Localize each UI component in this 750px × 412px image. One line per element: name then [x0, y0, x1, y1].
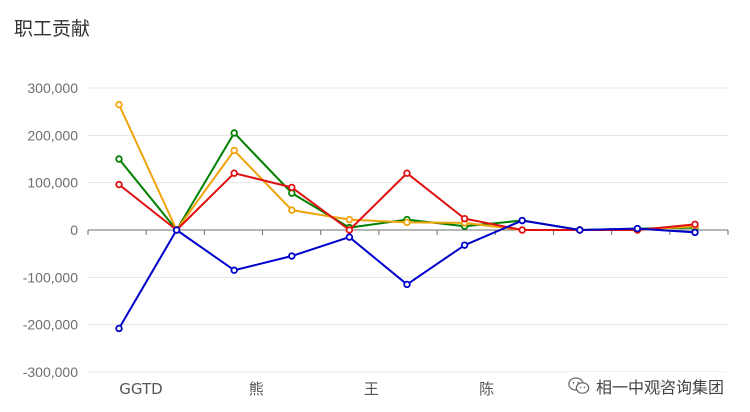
- data-point[interactable]: [115, 100, 123, 109]
- y-tick-label: -300,000: [23, 364, 78, 380]
- data-point[interactable]: [518, 216, 526, 225]
- data-point[interactable]: [460, 241, 469, 249]
- series-lines: [115, 100, 699, 333]
- data-point[interactable]: [115, 324, 123, 333]
- data-point[interactable]: [288, 189, 296, 197]
- data-point[interactable]: [345, 215, 354, 224]
- y-tick-label: 0: [70, 222, 78, 238]
- x-tick-label: 王: [364, 380, 379, 398]
- data-point[interactable]: [576, 226, 584, 234]
- series-1: [115, 129, 699, 234]
- grid-lines: [88, 87, 728, 373]
- series-4: [115, 216, 699, 333]
- watermark: 相一中观咨询集团: [563, 372, 728, 400]
- series-2: [115, 100, 699, 234]
- y-axis-tick-labels: 300,000 200,000 100,000 0 -100,000 -200,000 -3…: [23, 80, 78, 380]
- data-point[interactable]: [345, 226, 354, 234]
- series-line: [118, 219, 696, 329]
- y-tick-label: 200,000: [27, 127, 78, 143]
- x-tick-label: GGTD: [119, 380, 162, 398]
- data-point[interactable]: [230, 169, 238, 177]
- data-point[interactable]: [288, 183, 296, 192]
- data-point[interactable]: [691, 228, 699, 237]
- data-point[interactable]: [230, 266, 238, 274]
- data-point[interactable]: [691, 220, 699, 229]
- data-point[interactable]: [345, 233, 354, 241]
- data-point[interactable]: [288, 206, 296, 214]
- data-point[interactable]: [115, 180, 123, 189]
- y-tick-label: -100,000: [23, 269, 78, 285]
- wechat-icon: [568, 377, 590, 394]
- series-line: [118, 131, 696, 231]
- data-point[interactable]: [230, 129, 238, 137]
- data-point[interactable]: [633, 224, 642, 233]
- y-tick-label: 100,000: [27, 175, 78, 191]
- data-point[interactable]: [403, 280, 411, 289]
- series-line: [118, 104, 696, 231]
- data-point[interactable]: [115, 155, 123, 163]
- y-tick-label: 300,000: [27, 80, 78, 96]
- y-tick-label: -200,000: [23, 317, 78, 333]
- watermark-text: 相一中观咨询集团: [595, 378, 724, 397]
- data-point[interactable]: [460, 214, 469, 223]
- data-point[interactable]: [288, 252, 296, 260]
- x-tick-label: 陈: [479, 380, 494, 398]
- x-tick-label: 熊: [249, 380, 264, 398]
- data-point[interactable]: [403, 218, 411, 227]
- data-point[interactable]: [230, 146, 238, 155]
- chart-title: 职工贡献: [14, 18, 91, 40]
- data-point[interactable]: [518, 226, 526, 234]
- data-point[interactable]: [172, 226, 181, 234]
- data-point[interactable]: [403, 169, 411, 177]
